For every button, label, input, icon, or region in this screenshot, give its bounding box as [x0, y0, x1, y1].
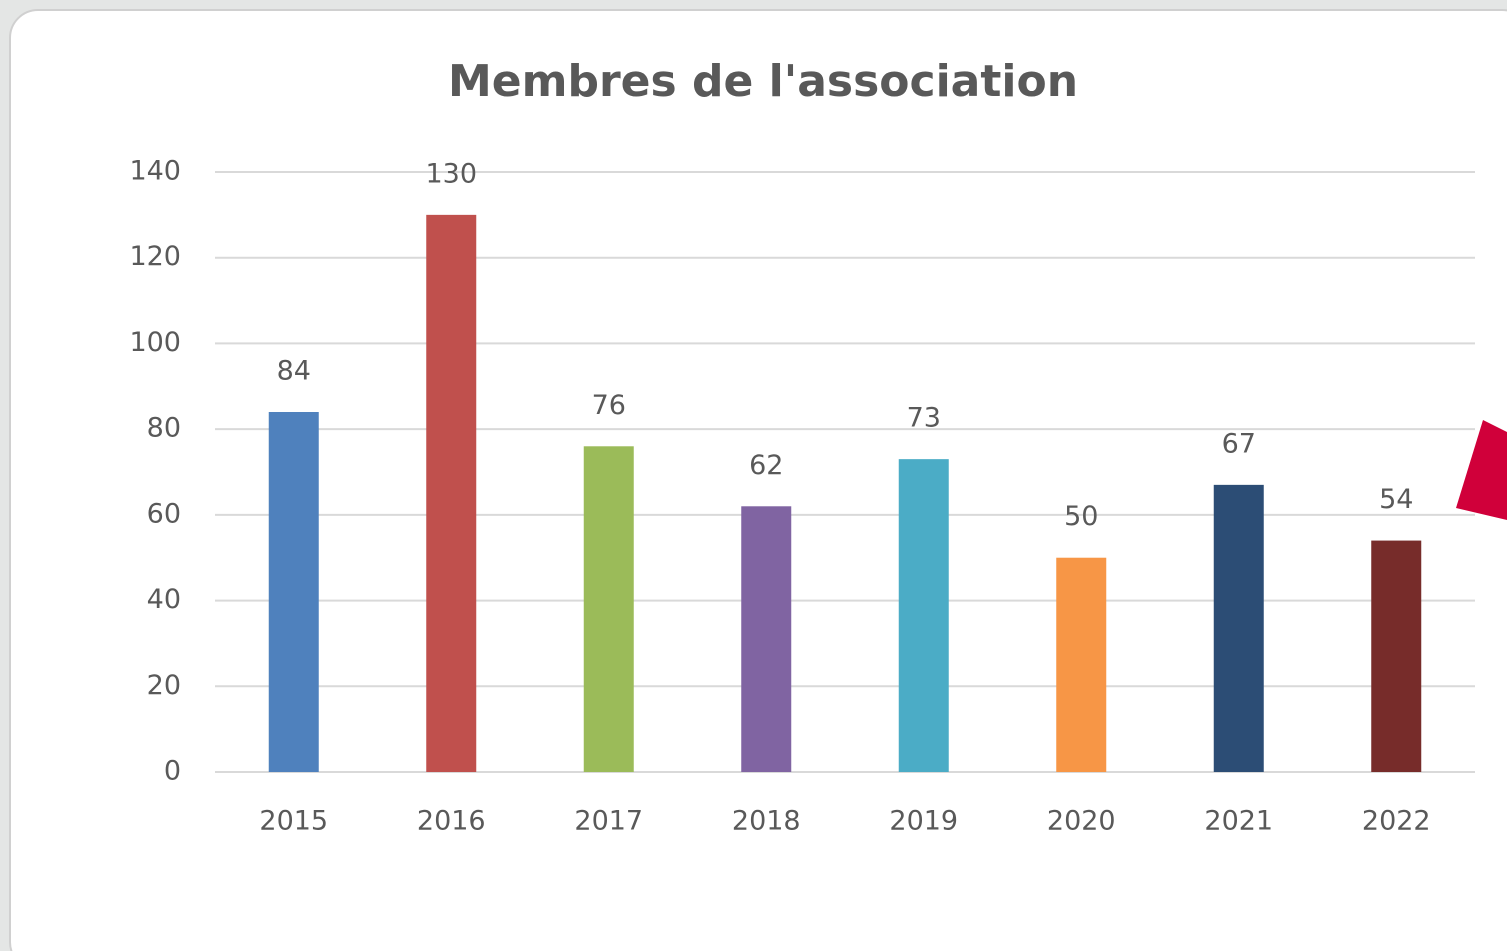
x-tick-label: 2021: [1204, 806, 1273, 837]
y-tick-label: 120: [129, 241, 181, 272]
bar: [1371, 540, 1422, 772]
x-tick-label: 2018: [732, 806, 801, 837]
chart-panel: [9, 9, 1507, 951]
data-label: 67: [1222, 428, 1256, 459]
y-tick-label: 140: [129, 156, 181, 187]
bar: [583, 446, 634, 772]
x-tick-label: 2022: [1362, 806, 1431, 837]
bar: [741, 506, 792, 772]
y-tick-label: 40: [147, 584, 181, 615]
data-label: 62: [749, 450, 783, 481]
data-label: 76: [592, 390, 626, 421]
data-label: 130: [425, 158, 477, 189]
bar: [898, 459, 949, 772]
data-label: 54: [1379, 484, 1413, 515]
y-tick-label: 60: [147, 498, 181, 529]
chart-title: Membres de l'association: [448, 56, 1078, 107]
x-tick-label: 2017: [574, 806, 643, 837]
x-tick-label: 2015: [259, 806, 328, 837]
bar: [268, 412, 319, 772]
x-tick-label: 2019: [889, 806, 958, 837]
x-tick-label: 2016: [417, 806, 486, 837]
y-tick-label: 20: [147, 670, 181, 701]
bar: [1213, 484, 1264, 772]
bar: [1056, 557, 1107, 772]
y-tick-label: 100: [129, 327, 181, 358]
data-label: 73: [907, 403, 941, 434]
bar: [426, 214, 477, 772]
y-tick-label: 0: [164, 756, 181, 787]
data-label: 50: [1064, 501, 1098, 532]
data-label: 84: [277, 356, 311, 387]
arrow: [1456, 420, 1507, 520]
x-tick-label: 2020: [1047, 806, 1116, 837]
y-tick-label: 80: [147, 413, 181, 444]
